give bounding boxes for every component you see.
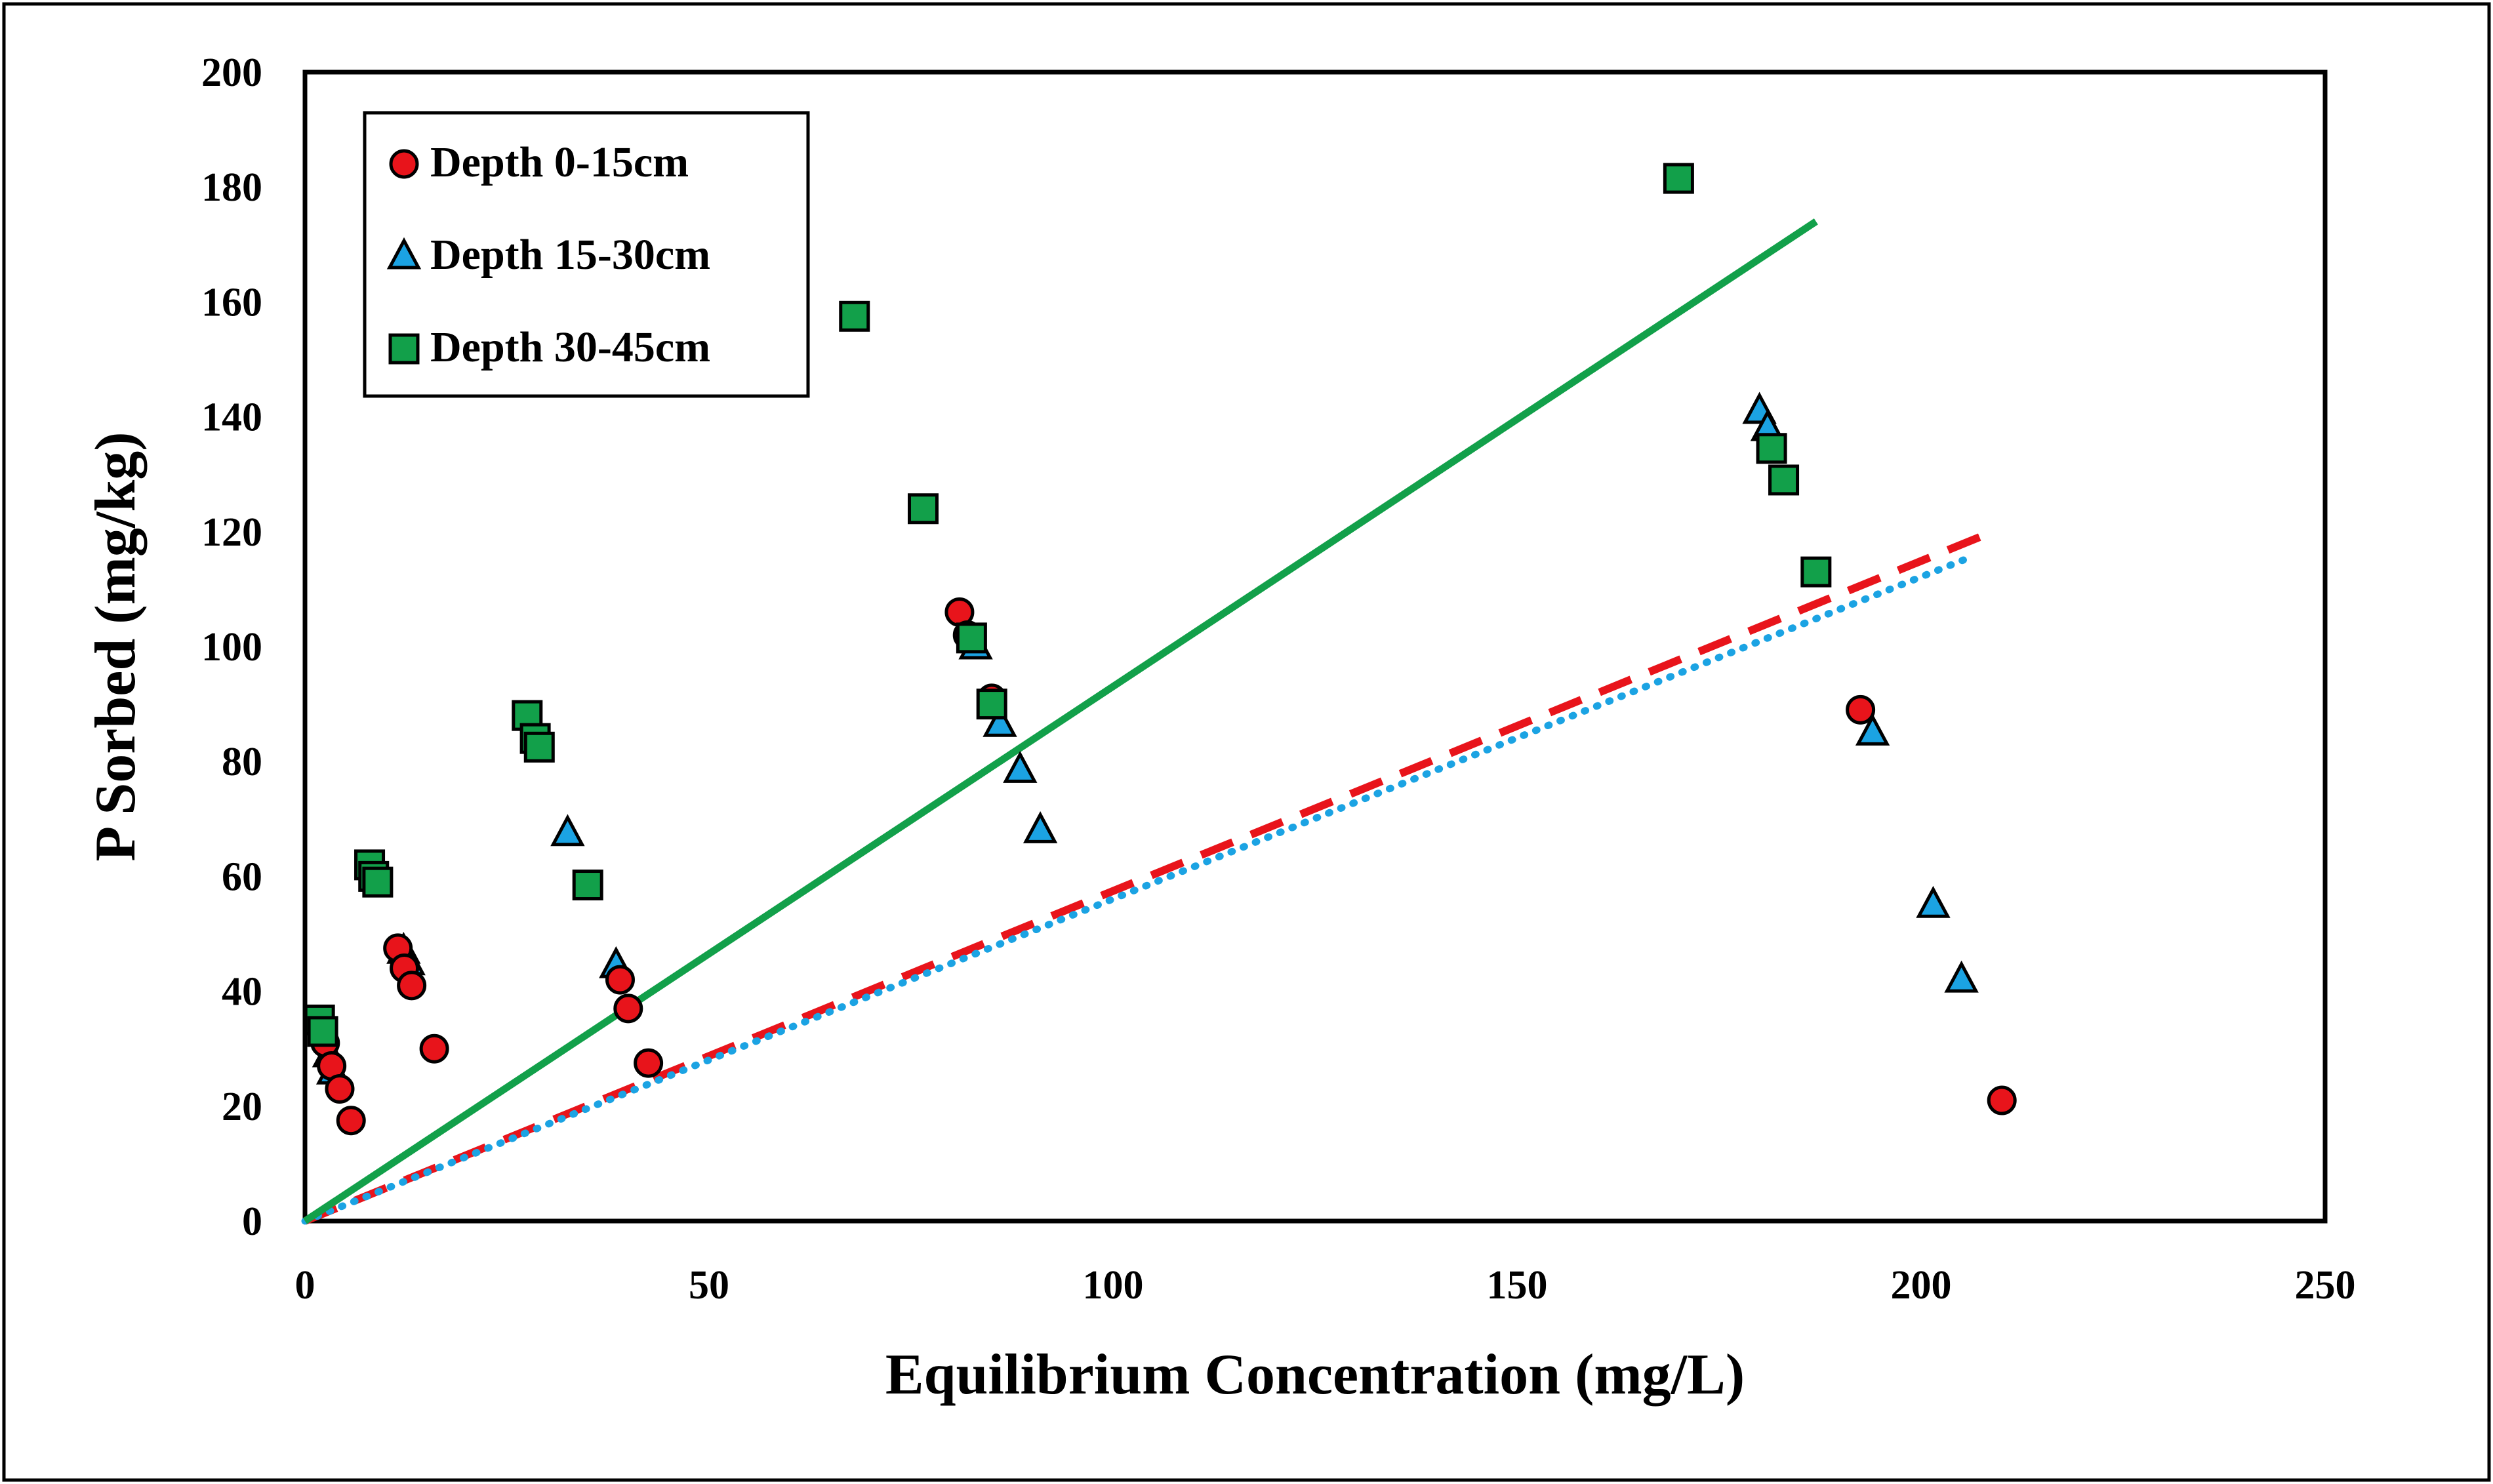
data-point-square-9 — [839, 300, 870, 332]
legend-box — [363, 111, 810, 398]
data-point-circle-15 — [1987, 1085, 2017, 1115]
data-point-triangle-7 — [983, 704, 1017, 737]
legend-label-30-45: Depth 30-45cm — [430, 323, 710, 371]
data-point-circle-9 — [613, 993, 643, 1024]
y-tick-label-8: 160 — [201, 280, 262, 325]
data-point-circle-6 — [397, 971, 427, 1001]
data-point-triangle-13 — [1916, 885, 1951, 918]
y-tick-label-10: 200 — [201, 50, 262, 95]
y-tick-label-4: 80 — [222, 740, 262, 784]
data-point-circle-7 — [419, 1033, 449, 1064]
data-point-square-10 — [907, 493, 939, 525]
x-tick-label-5: 250 — [2295, 1263, 2356, 1308]
legend: Depth 0-15cm Depth 15-30cm Depth 30-45cm — [363, 111, 810, 398]
trend-line-solid — [302, 218, 1818, 1224]
data-point-square-4 — [362, 866, 394, 898]
x-axis: 0 50 100 150 200 250 — [295, 1263, 2356, 1308]
trend-lines — [301, 218, 1987, 1225]
data-point-square-1 — [307, 1016, 338, 1047]
y-axis: 0 20 40 60 80 100 120 140 160 180 200 — [201, 50, 262, 1244]
data-point-square-13 — [1663, 163, 1694, 194]
y-tick-label-1: 20 — [222, 1085, 262, 1129]
data-point-square-8 — [572, 870, 603, 901]
y-tick-label-0: 0 — [242, 1199, 262, 1244]
y-tick-label-9: 180 — [201, 165, 262, 210]
trend-line-dotted — [301, 553, 1974, 1225]
y-tick-label-3: 60 — [222, 854, 262, 899]
data-point-triangle-9 — [1023, 811, 1058, 843]
legend-marker-circle — [389, 149, 419, 179]
data-point-triangle-12 — [1855, 713, 1890, 746]
y-tick-label-6: 120 — [201, 510, 262, 555]
series-square-points — [304, 163, 1832, 1047]
data-point-circle-14 — [1846, 694, 1876, 725]
data-point-square-7 — [523, 731, 555, 763]
data-point-triangle-14 — [1944, 960, 1979, 993]
data-point-circle-8 — [605, 965, 635, 995]
legend-label-15-30: Depth 15-30cm — [430, 231, 710, 279]
y-tick-label-5: 100 — [201, 625, 262, 670]
data-point-square-16 — [1800, 556, 1832, 588]
y-tick-label-2: 40 — [222, 970, 262, 1014]
x-tick-label-3: 150 — [1487, 1263, 1548, 1308]
data-point-square-15 — [1768, 464, 1800, 496]
x-tick-label-1: 50 — [689, 1263, 729, 1308]
data-point-triangle-8 — [1003, 751, 1038, 783]
x-axis-title: Equilibrium Concentration (mg/L) — [885, 1343, 1745, 1407]
data-point-triangle-4 — [550, 814, 585, 847]
data-point-square-14 — [1756, 433, 1787, 464]
y-axis-title: P Sorbed (mg/kg) — [84, 431, 148, 861]
data-point-circle-3 — [336, 1106, 366, 1136]
data-point-square-11 — [956, 622, 987, 654]
data-points — [304, 163, 2017, 1136]
x-tick-label-2: 100 — [1083, 1263, 1144, 1308]
y-tick-label-7: 140 — [201, 395, 262, 440]
legend-marker-square — [388, 333, 420, 365]
x-tick-label-4: 200 — [1891, 1263, 1952, 1308]
data-point-square-12 — [976, 689, 1007, 720]
data-point-circle-2 — [325, 1074, 355, 1104]
legend-label-0-15: Depth 0-15cm — [430, 138, 689, 186]
legend-marker-triangle — [386, 237, 422, 270]
data-point-circle-10 — [634, 1048, 664, 1078]
x-tick-label-0: 0 — [295, 1263, 315, 1308]
